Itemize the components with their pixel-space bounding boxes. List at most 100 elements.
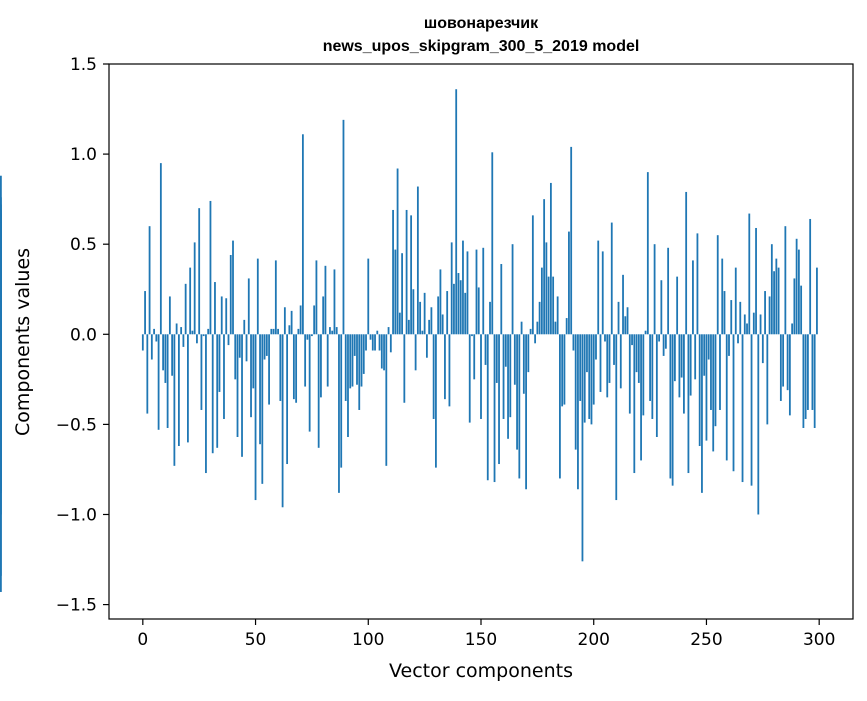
y-axis-ticks: −1.5 −1.0 −0.5 0.0 0.5 1.0 1.5 [56,55,109,616]
bar-component-155 [491,152,494,335]
bar-component-1 [144,291,146,335]
bar-component-243 [689,334,692,396]
y-axis-label: Components values [12,248,34,436]
bar-component-99 [365,334,367,351]
bars-group [0,89,818,592]
bar-component-200 [592,334,595,405]
bar-component-273 [757,334,760,515]
bar-component-165 [513,334,516,385]
bar-component-93 [351,334,354,387]
bar-component-72 [304,334,307,387]
bar-component-29 [207,328,210,335]
bar-component-184 [556,296,559,335]
x-tick-label: 150 [465,630,497,650]
bar-component-292 [800,285,803,335]
bar-component-189 [568,231,570,335]
bar-component-31 [211,334,214,454]
bar-component-180 [547,276,550,335]
bar-component-undefined [0,247,2,335]
bar-component-247 [698,334,701,447]
bar-component-111 [392,209,394,335]
bar-component-246 [696,233,699,335]
bar-component-7 [157,334,160,430]
bar-component-164 [511,244,514,335]
bar-component-170 [525,334,527,490]
bar-component-207 [608,334,611,383]
bar-component-191 [572,334,575,351]
bar-component-39 [229,255,232,335]
bar-component-90 [344,334,347,401]
bar-component-23 [193,242,196,335]
bar-component-82 [326,334,329,387]
bar-component-126 [425,334,428,358]
bar-component-299 [816,267,818,335]
bar-component-260 [728,334,730,356]
bar-component-91 [347,334,349,437]
bar-component-87 [338,334,340,493]
y-tick-label: −0.5 [56,415,97,435]
bar-component-153 [486,334,489,481]
bar-component-128 [430,307,433,335]
bar-component-56 [268,334,270,405]
bar-component-209 [613,334,615,365]
bar-component-142 [462,240,464,335]
bar-component-50 [254,334,257,501]
bar-component-55 [265,334,268,356]
bar-component-199 [590,334,593,425]
bar-component-214 [624,316,627,335]
bar-component-213 [622,274,624,335]
chart-subtitle: news_upos_skipgram_300_5_2019 model [323,38,640,55]
bar-component-115 [401,253,403,335]
bar-component-219 [635,334,638,373]
bar-component-96 [358,334,361,410]
bar-component-196 [583,334,586,423]
bar-component-60 [277,328,279,335]
bar-component-256 [719,334,721,410]
bar-component-148 [475,249,478,335]
bar-component-288 [791,323,794,335]
bar-component-125 [423,292,426,335]
bar-component-198 [588,334,591,419]
bar-component-35 [220,296,223,335]
bar-component-158 [498,334,500,465]
bar-component-201 [595,334,597,360]
bar-component-36 [223,334,225,419]
y-tick-label: −1.5 [56,596,97,616]
bar-component-131 [437,296,440,335]
bar-component-203 [599,334,602,392]
bar-component-159 [500,264,503,335]
bar-component-190 [570,146,573,335]
bar-component-26 [200,334,203,410]
bar-component-222 [642,334,645,416]
bar-component-268 [746,323,748,335]
bar-component-174 [534,334,537,344]
bar-component-261 [730,300,733,335]
bar-component-113 [396,168,399,335]
x-axis-ticks: 0 50 100 150 200 250 300 [137,619,835,650]
bar-component-193 [577,334,579,490]
bar-component-278 [768,296,771,335]
bar-component-210 [615,334,618,501]
bar-component-78 [317,334,320,448]
bar-component-143 [464,292,467,335]
bar-component-216 [628,334,631,414]
bar-component-43 [238,334,241,358]
bar-component-232 [664,334,667,349]
bar-component-0 [141,334,144,351]
bar-component-230 [660,280,663,335]
bar-component-289 [793,278,796,335]
bar-component-88 [340,334,343,468]
bar-component-195 [581,334,584,562]
bar-component-297 [811,334,814,410]
bar-component-86 [335,327,338,335]
bar-component-11 [166,334,169,428]
bar-component-80 [322,296,325,335]
bar-component-53 [261,334,264,484]
bar-component-4 [150,334,153,360]
bar-component-22 [191,330,194,335]
bar-component-101 [369,334,372,340]
bar-component-250 [705,334,708,441]
bar-component-100 [367,258,370,335]
bar-component-33 [216,334,219,448]
